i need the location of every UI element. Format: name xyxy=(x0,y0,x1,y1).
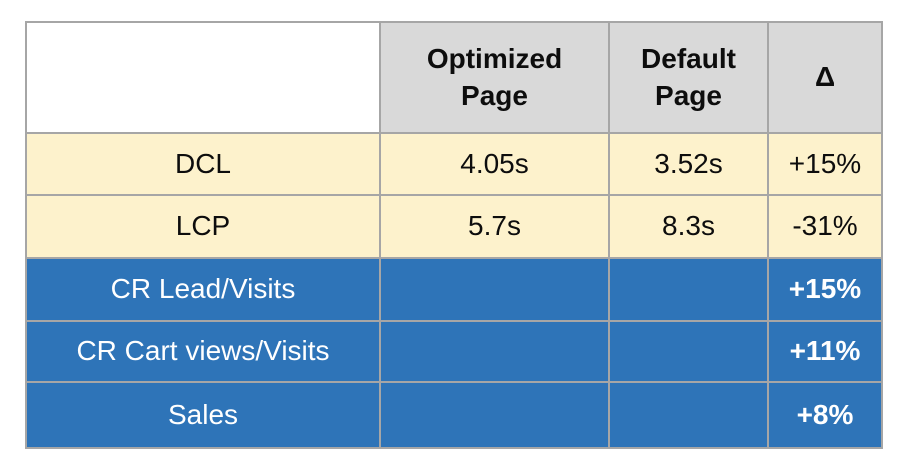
cr-lead-default-value xyxy=(610,259,767,320)
dcl-delta-value: +15% xyxy=(769,134,881,194)
delta-symbol: Δ xyxy=(814,61,836,93)
cr-cart-delta-value: +11% xyxy=(769,322,881,381)
row-label-dcl: DCL xyxy=(27,134,379,194)
cr-lead-optimized-value xyxy=(381,259,608,320)
row-label-cr-lead-visits: CR Lead/Visits xyxy=(27,259,379,320)
lcp-delta-value: -31% xyxy=(769,196,881,257)
column-header-label: Default Page xyxy=(641,43,736,111)
cr-lead-delta-value: +15% xyxy=(769,259,881,320)
sales-delta-value: +8% xyxy=(769,383,881,447)
comparison-table: Optimized Page Default Page Δ DCL 4.05s … xyxy=(25,21,883,449)
lcp-default-value: 8.3s xyxy=(610,196,767,257)
cr-cart-default-value xyxy=(610,322,767,381)
row-label-cr-cart-views-visits: CR Cart views/Visits xyxy=(27,322,379,381)
column-header-optimized-page: Optimized Page xyxy=(381,23,608,132)
column-header-delta: Δ xyxy=(769,23,881,132)
column-header-label: Optimized Page xyxy=(426,43,563,111)
table-corner-cell xyxy=(27,23,379,132)
row-label-sales: Sales xyxy=(27,383,379,447)
dcl-optimized-value: 4.05s xyxy=(381,134,608,194)
cr-cart-optimized-value xyxy=(381,322,608,381)
row-label-lcp: LCP xyxy=(27,196,379,257)
sales-default-value xyxy=(610,383,767,447)
sales-optimized-value xyxy=(381,383,608,447)
column-header-default-page: Default Page xyxy=(610,23,767,132)
lcp-optimized-value: 5.7s xyxy=(381,196,608,257)
dcl-default-value: 3.52s xyxy=(610,134,767,194)
